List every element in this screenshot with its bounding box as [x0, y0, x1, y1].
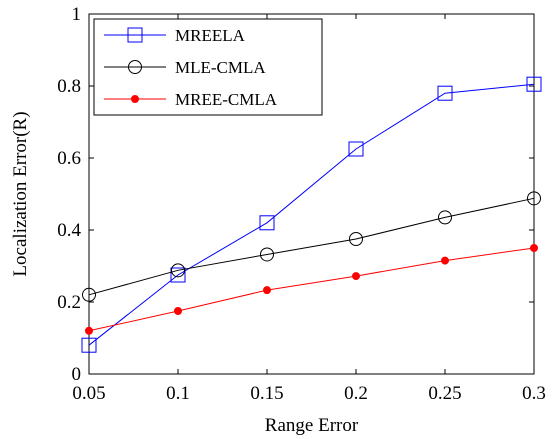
x-tick-label: 0.2	[344, 383, 368, 404]
x-axis-label: Range Error	[265, 415, 359, 436]
data-point	[259, 215, 275, 231]
y-tick-label: 0.8	[57, 76, 81, 97]
axes-frame	[88, 13, 535, 375]
data-point	[263, 286, 271, 295]
y-axis-label: Localization Error(R)	[10, 111, 31, 276]
series-line	[88, 197, 535, 296]
legend-entry: MLE-CMLA	[104, 58, 266, 77]
data-point	[437, 85, 453, 101]
x-tick-label: 0.1	[166, 383, 190, 404]
series-mreela	[81, 76, 542, 353]
data-point	[171, 263, 185, 278]
y-tick-label: 0.2	[57, 292, 81, 313]
y-tick-label: 0	[72, 364, 82, 385]
y-tick-label: 1	[72, 4, 82, 25]
data-point	[526, 76, 542, 92]
data-point	[530, 244, 538, 252]
data-point	[174, 307, 182, 315]
series-line	[88, 83, 535, 346]
data-point	[349, 232, 363, 246]
series-layer	[81, 76, 542, 353]
series-mle-cmla	[82, 191, 541, 302]
y-tick-label: 0.6	[57, 148, 81, 169]
data-point	[352, 272, 360, 281]
x-tick-label: 0.05	[72, 383, 105, 404]
data-point	[438, 210, 452, 225]
y-tick-label: 0.4	[57, 220, 81, 241]
x-tick-label: 0.3	[522, 383, 546, 404]
data-point	[85, 326, 93, 335]
legend: MREELA MLE-CMLA MREE-CMLA	[93, 18, 323, 116]
legend-entry: MREELA	[104, 26, 246, 45]
legend-label: MREE-CMLA	[175, 90, 278, 109]
x-tick-label: 0.25	[428, 383, 461, 404]
tick-marks	[88, 13, 535, 375]
data-point	[348, 141, 364, 157]
legend-entry: MREE-CMLA	[104, 90, 278, 109]
x-tick-label: 0.15	[250, 383, 283, 404]
series-line	[88, 247, 535, 332]
legend-marker	[128, 60, 142, 74]
data-point	[260, 247, 274, 262]
legend-label: MLE-CMLA	[175, 58, 266, 77]
data-point	[82, 287, 96, 302]
data-point	[81, 337, 97, 353]
data-point	[527, 191, 541, 206]
legend-label: MREELA	[175, 26, 246, 45]
series-mree-cmla	[85, 244, 538, 335]
legend-marker	[127, 27, 143, 43]
data-point	[441, 256, 449, 265]
data-point	[170, 267, 186, 283]
legend-marker	[131, 95, 139, 103]
